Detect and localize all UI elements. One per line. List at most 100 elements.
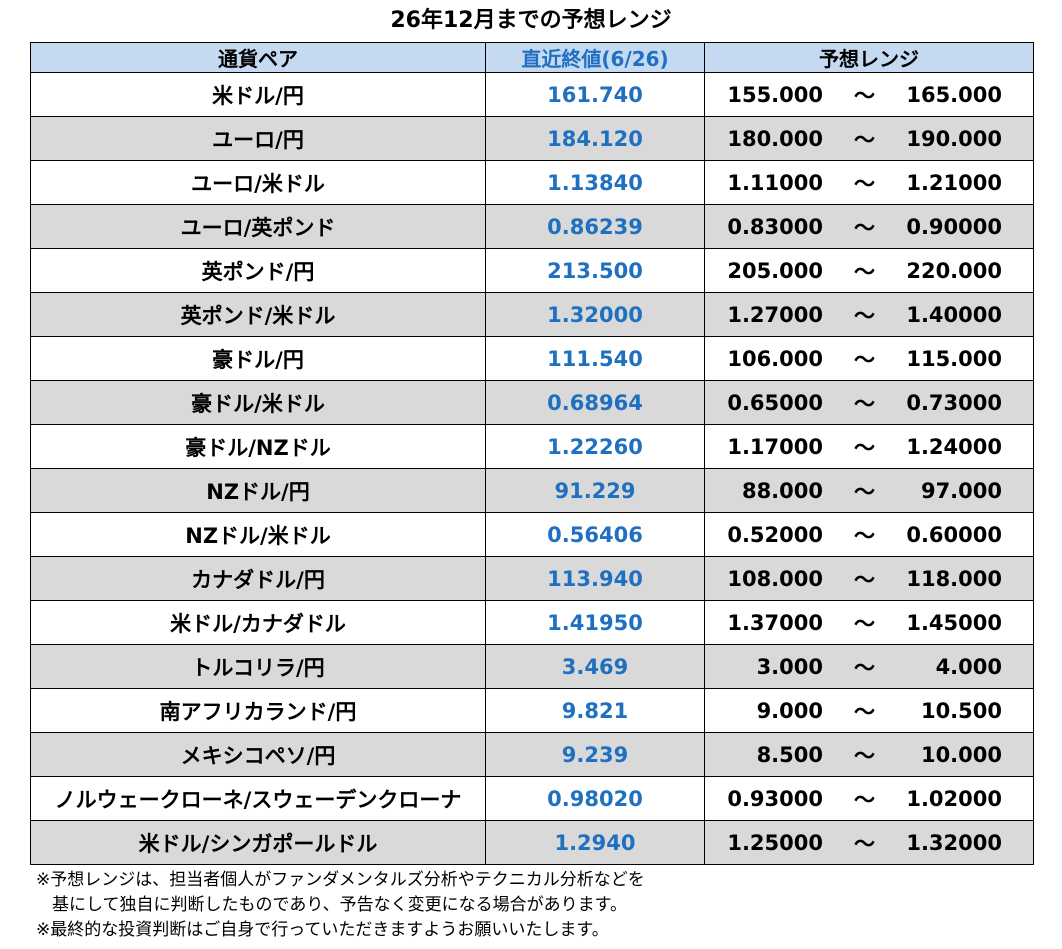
last-close-cell: 9.239 — [485, 732, 705, 777]
last-close-cell: 111.540 — [485, 336, 705, 381]
table-row: 南アフリカランド/円 9.821 9.000 ～ 10.500 — [30, 688, 1034, 733]
range-separator: ～ — [854, 391, 875, 416]
table-row: ユーロ/英ポンド 0.86239 0.83000 ～ 0.90000 — [30, 204, 1034, 249]
range-separator: ～ — [854, 171, 875, 196]
table-row: ノルウェークローネ/スウェーデンクローナ 0.98020 0.93000 ～ 1.020… — [30, 776, 1034, 821]
forecast-range-cell: 9.000 ～ 10.500 — [704, 688, 1034, 733]
table-row: NZドル/円 91.229 88.000 ～ 97.000 — [30, 468, 1034, 513]
range-high-value: 4.000 — [935, 654, 1002, 679]
range-separator: ～ — [854, 215, 875, 240]
range-low-value: 180.000 — [727, 126, 823, 151]
range-high-value: 1.24000 — [906, 434, 1002, 459]
range-high-value: 0.73000 — [906, 390, 1002, 415]
last-close-cell: 213.500 — [485, 248, 705, 293]
range-high-value: 1.40000 — [906, 302, 1002, 327]
last-close-cell: 1.41950 — [485, 600, 705, 645]
currency-pair-cell: 米ドル/カナダドル — [30, 600, 486, 645]
table-row: 豪ドル/米ドル 0.68964 0.65000 ～ 0.73000 — [30, 380, 1034, 425]
range-low-value: 0.93000 — [727, 786, 823, 811]
forecast-range-cell: 0.65000 ～ 0.73000 — [704, 380, 1034, 425]
currency-pair-cell: ノルウェークローネ/スウェーデンクローナ — [30, 776, 486, 821]
last-close-cell: 1.32000 — [485, 292, 705, 337]
range-high-value: 165.000 — [906, 82, 1002, 107]
forecast-range-cell: 1.25000 ～ 1.32000 — [704, 820, 1034, 865]
range-low-value: 1.37000 — [727, 610, 823, 635]
range-low-value: 1.11000 — [727, 170, 823, 195]
column-header-range: 予想レンジ — [704, 42, 1034, 73]
currency-pair-cell: 英ポンド/円 — [30, 248, 486, 293]
forecast-range-cell: 0.93000 ～ 1.02000 — [704, 776, 1034, 821]
last-close-cell: 91.229 — [485, 468, 705, 513]
table-row: 米ドル/カナダドル 1.41950 1.37000 ～ 1.45000 — [30, 600, 1034, 645]
table-row: ユーロ/円 184.120 180.000 ～ 190.000 — [30, 116, 1034, 161]
range-separator: ～ — [854, 127, 875, 152]
last-close-cell: 1.22260 — [485, 424, 705, 469]
table-row: 豪ドル/円 111.540 106.000 ～ 115.000 — [30, 336, 1034, 381]
table-row: 米ドル/シンガポールドル 1.2940 1.25000 ～ 1.32000 — [30, 820, 1034, 865]
table-title: 26年12月までの予想レンジ — [390, 8, 672, 33]
range-separator: ～ — [854, 567, 875, 592]
range-low-value: 1.17000 — [727, 434, 823, 459]
footnotes: ※予想レンジは、担当者個人がファンダメンタルズ分析やテクニカル分析などを 基にし… — [36, 868, 645, 943]
range-low-value: 9.000 — [756, 698, 823, 723]
currency-pair-cell: 米ドル/円 — [30, 72, 486, 117]
table-row: ユーロ/米ドル 1.13840 1.11000 ～ 1.21000 — [30, 160, 1034, 205]
currency-pair-cell: カナダドル/円 — [30, 556, 486, 601]
forecast-range-cell: 1.37000 ～ 1.45000 — [704, 600, 1034, 645]
last-close-cell: 0.56406 — [485, 512, 705, 557]
range-separator: ～ — [854, 347, 875, 372]
forecast-range-table: 通貨ペア 直近終値(6/26) 予想レンジ 米ドル/円 161.740 155.00… — [30, 42, 1034, 865]
range-high-value: 1.02000 — [906, 786, 1002, 811]
range-separator: ～ — [854, 479, 875, 504]
range-high-value: 97.000 — [920, 478, 1002, 503]
last-close-cell: 113.940 — [485, 556, 705, 601]
last-close-cell: 1.13840 — [485, 160, 705, 205]
currency-pair-cell: トルコリラ/円 — [30, 644, 486, 689]
forecast-range-cell: 8.500 ～ 10.000 — [704, 732, 1034, 777]
last-close-cell: 0.98020 — [485, 776, 705, 821]
last-close-cell: 0.86239 — [485, 204, 705, 249]
table-row: カナダドル/円 113.940 108.000 ～ 118.000 — [30, 556, 1034, 601]
forecast-range-cell: 3.000 ～ 4.000 — [704, 644, 1034, 689]
forecast-range-cell: 1.17000 ～ 1.24000 — [704, 424, 1034, 469]
forecast-range-cell: 205.000 ～ 220.000 — [704, 248, 1034, 293]
range-separator: ～ — [854, 787, 875, 812]
last-close-cell: 1.2940 — [485, 820, 705, 865]
range-high-value: 10.500 — [920, 698, 1002, 723]
currency-pair-cell: ユーロ/米ドル — [30, 160, 486, 205]
currency-pair-cell: 豪ドル/米ドル — [30, 380, 486, 425]
currency-pair-cell: ユーロ/円 — [30, 116, 486, 161]
table-row: NZドル/米ドル 0.56406 0.52000 ～ 0.60000 — [30, 512, 1034, 557]
range-low-value: 1.27000 — [727, 302, 823, 327]
footnote-line: 基にして独自に判断したものであり、予告なく変更になる場合があります。 — [52, 895, 627, 915]
column-header-pair: 通貨ペア — [30, 42, 486, 73]
table-row: 米ドル/円 161.740 155.000 ～ 165.000 — [30, 72, 1034, 117]
range-low-value: 3.000 — [756, 654, 823, 679]
range-high-value: 190.000 — [906, 126, 1002, 151]
range-high-value: 10.000 — [920, 742, 1002, 767]
last-close-cell: 161.740 — [485, 72, 705, 117]
last-close-cell: 0.68964 — [485, 380, 705, 425]
last-close-cell: 184.120 — [485, 116, 705, 161]
range-separator: ～ — [854, 743, 875, 768]
footnote-line: ※最終的な投資判断はご自身で行っていただきますようお願いいたします。 — [36, 920, 609, 940]
table-row: トルコリラ/円 3.469 3.000 ～ 4.000 — [30, 644, 1034, 689]
forecast-range-cell: 108.000 ～ 118.000 — [704, 556, 1034, 601]
range-separator: ～ — [854, 611, 875, 636]
range-separator: ～ — [854, 523, 875, 548]
currency-pair-cell: NZドル/円 — [30, 468, 486, 513]
range-separator: ～ — [854, 83, 875, 108]
currency-pair-cell: メキシコペソ/円 — [30, 732, 486, 777]
range-separator: ～ — [854, 435, 875, 460]
range-high-value: 1.32000 — [906, 830, 1002, 855]
range-low-value: 0.83000 — [727, 214, 823, 239]
range-low-value: 106.000 — [727, 346, 823, 371]
column-header-last: 直近終値(6/26) — [485, 42, 705, 73]
currency-pair-cell: 豪ドル/円 — [30, 336, 486, 381]
currency-pair-cell: 豪ドル/NZドル — [30, 424, 486, 469]
forecast-range-cell: 1.27000 ～ 1.40000 — [704, 292, 1034, 337]
forecast-range-cell: 0.52000 ～ 0.60000 — [704, 512, 1034, 557]
range-high-value: 0.60000 — [906, 522, 1002, 547]
forecast-range-cell: 88.000 ～ 97.000 — [704, 468, 1034, 513]
last-close-cell: 9.821 — [485, 688, 705, 733]
